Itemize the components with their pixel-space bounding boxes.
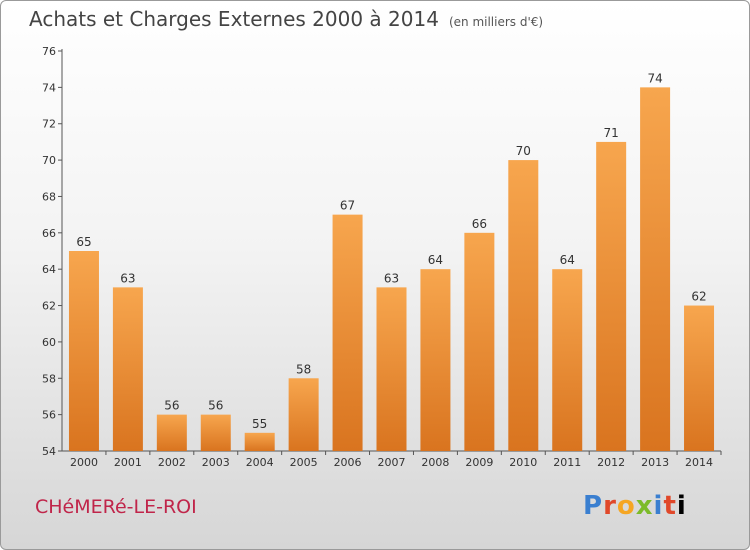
data-label-2013: 74 (647, 71, 662, 85)
x-tick-label-2010: 2010 (509, 456, 537, 469)
data-label-2003: 56 (208, 399, 223, 413)
x-tick-label-2009: 2009 (465, 456, 493, 469)
commune-name: CHéMERé-LE-ROI (35, 496, 197, 518)
data-label-2006: 67 (340, 199, 355, 213)
data-label-2011: 64 (560, 253, 575, 267)
y-tick-label: 76 (42, 45, 56, 58)
bar-2006 (332, 214, 363, 451)
bar-2011 (552, 269, 583, 451)
data-label-2008: 64 (428, 253, 443, 267)
x-tick-label-2002: 2002 (158, 456, 186, 469)
data-label-2004: 55 (252, 417, 267, 431)
bar-2003 (200, 414, 231, 451)
x-tick-label-2003: 2003 (202, 456, 230, 469)
chart-unit: (en milliers d'€) (448, 15, 544, 29)
chart-title-text: Achats et Charges Externes 2000 à 2014 (29, 7, 439, 31)
x-tick-label-2014: 2014 (685, 456, 713, 469)
x-tick-label-2013: 2013 (641, 456, 669, 469)
bar-2000 (68, 251, 99, 451)
chart-title: Achats et Charges Externes 2000 à 2014 (e… (29, 7, 543, 31)
bar-2001 (112, 287, 143, 451)
data-label-2002: 56 (164, 399, 179, 413)
bar-2010 (508, 160, 539, 451)
x-tick-label-2005: 2005 (290, 456, 318, 469)
bar-2012 (596, 141, 627, 451)
y-tick-label: 60 (42, 336, 56, 349)
data-label-2000: 65 (76, 235, 91, 249)
bar-2013 (640, 87, 671, 451)
bar-2014 (684, 305, 715, 451)
x-tick-label-2004: 2004 (246, 456, 274, 469)
data-label-2014: 62 (691, 290, 706, 304)
x-tick-label-2006: 2006 (334, 456, 362, 469)
y-tick-label: 58 (42, 372, 56, 385)
data-label-2009: 66 (472, 217, 487, 231)
x-tick-label-2012: 2012 (597, 456, 625, 469)
data-label-2010: 70 (516, 144, 531, 158)
bar-2005 (288, 378, 319, 451)
data-label-2012: 71 (604, 126, 619, 140)
y-tick-label: 62 (42, 300, 56, 313)
bar-2009 (464, 232, 495, 451)
bar-2002 (156, 414, 187, 451)
y-tick-label: 70 (42, 154, 56, 167)
y-tick-label: 68 (42, 190, 56, 203)
y-tick-label: 54 (42, 445, 56, 458)
x-tick-label-2008: 2008 (421, 456, 449, 469)
proxiti-logo: Proxiti (583, 491, 687, 521)
y-tick-label: 74 (42, 81, 56, 94)
x-tick-label-2007: 2007 (378, 456, 406, 469)
y-tick-label: 66 (42, 227, 56, 240)
data-label-2007: 63 (384, 271, 399, 285)
x-tick-label-2000: 2000 (70, 456, 98, 469)
y-tick-label: 72 (42, 118, 56, 131)
y-tick-label: 64 (42, 263, 56, 276)
x-tick-label-2011: 2011 (553, 456, 581, 469)
bar-2004 (244, 432, 275, 451)
y-tick-label: 56 (42, 409, 56, 422)
bar-2007 (376, 287, 407, 451)
data-label-2001: 63 (120, 271, 135, 285)
data-label-2005: 58 (296, 362, 311, 376)
bar-2008 (420, 269, 451, 451)
x-tick-label-2001: 2001 (114, 456, 142, 469)
